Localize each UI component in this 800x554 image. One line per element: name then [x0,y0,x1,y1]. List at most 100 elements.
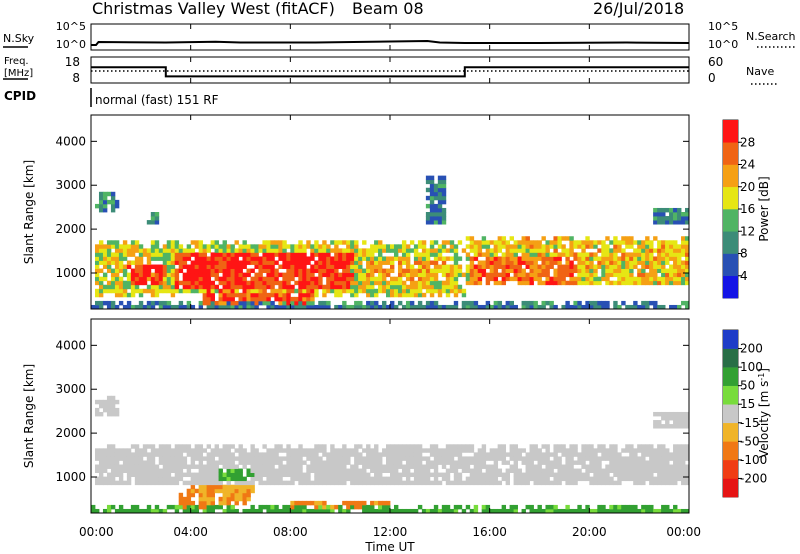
power-cell [338,240,343,245]
power-cell [537,276,542,282]
power-cell [174,272,180,278]
power-cell [110,203,116,209]
power-cell [314,284,319,290]
power-cell [298,296,303,302]
power-cell [98,207,104,213]
velocity-cell [477,456,483,461]
velocity-cell [390,456,395,461]
power-cell [202,252,208,257]
velocity-cell [469,508,475,513]
velocity-cell [102,468,108,473]
power-cell [358,280,363,286]
power-cell [681,240,686,245]
velocity-cell [338,504,343,510]
velocity-cell [649,504,654,510]
power-cell [110,288,116,294]
velocity-cell [374,456,379,461]
velocity-cell [457,448,463,453]
power-cell [629,280,634,286]
velocity-cell [677,468,682,473]
power-cell [421,276,427,282]
velocity-cell [178,452,184,457]
velocity-cell [98,411,104,417]
velocity-cell [138,508,144,513]
power-cell [585,276,590,282]
velocity-cell [174,508,180,513]
velocity-cell [429,508,435,513]
velocity-cell [653,411,658,417]
power-cell [677,207,682,213]
velocity-cell [218,496,223,502]
power-cell [346,272,351,278]
power-cell [378,252,383,257]
power-cell [553,244,558,249]
velocity-cell [617,476,622,482]
power-cell [625,260,630,265]
power-cell [198,244,204,249]
velocity-cell [673,411,678,417]
velocity-cell [409,444,415,449]
velocity-cell [110,480,116,486]
velocity-cell [370,448,375,453]
velocity-colorbar-swatch [723,459,738,479]
power-cell [258,256,263,261]
velocity-cell [625,508,630,513]
velocity-cell [625,464,630,469]
power-cell [218,260,223,265]
power-cell [270,256,275,261]
power-cell [374,256,379,261]
power-cell [194,284,200,290]
power-cell [629,276,634,282]
power-cell [186,272,192,278]
power-cell [102,264,108,269]
velocity-cell [537,476,542,482]
velocity-cell [326,472,331,478]
power-cell [250,268,255,274]
power-cell [354,304,359,309]
power-cell [126,292,132,298]
power-cell [254,300,259,306]
velocity-cell [310,452,315,457]
velocity-cell [286,448,291,453]
velocity-cell [118,448,124,453]
velocity-cell [521,460,526,465]
power-cell [246,248,251,253]
power-cell [210,300,215,306]
power-cell [222,304,227,309]
power-cell [421,264,427,269]
power-cell [330,268,335,274]
power-cell [238,248,243,253]
velocity-cell [246,460,251,465]
velocity-cell [278,464,283,469]
power-cell [617,280,622,286]
power-cell [425,220,431,225]
velocity-cell [477,464,483,469]
power-cell [178,300,184,306]
power-cell [477,280,483,286]
velocity-cell [649,448,654,453]
power-cell [497,264,503,269]
power-cell [437,216,443,221]
velocity-cell [545,504,550,510]
velocity-cell [625,476,630,482]
power-colorbar-tick-label: 12 [740,224,755,238]
power-cell [238,292,243,298]
power-cell [657,216,662,221]
power-cell [425,248,431,253]
power-cell [98,199,104,205]
velocity-cell [190,508,196,513]
velocity-cell [513,464,518,469]
velocity-cell [413,468,419,473]
velocity-cell [585,504,590,510]
velocity-cell [230,504,235,510]
power-cell [374,268,379,274]
power-cell [437,280,443,286]
velocity-cell [397,508,403,513]
velocity-cell [665,464,670,469]
power-cell [657,207,662,213]
power-colorbar-swatch [723,120,738,143]
power-cell [449,276,455,282]
power-cell [673,276,678,282]
power-cell [158,256,164,261]
velocity-cell [362,448,367,453]
